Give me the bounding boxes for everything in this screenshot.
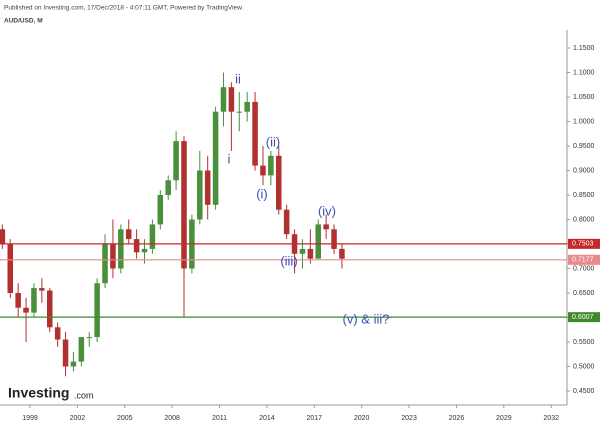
y-tick-label: 1.0000	[573, 118, 595, 125]
y-tick-label: 0.7000	[573, 265, 595, 272]
level-label: 0.7503	[572, 241, 594, 248]
candle-body	[275, 155, 282, 210]
candle-body	[173, 141, 179, 181]
x-tick-label: 2014	[259, 415, 275, 422]
candle-body	[228, 87, 235, 112]
candle-body	[15, 293, 21, 308]
candle-body	[0, 229, 6, 244]
x-tick-label: 2002	[70, 415, 86, 422]
wave-label: ii	[235, 71, 241, 86]
candle-body	[102, 244, 108, 284]
candle-body	[236, 111, 243, 113]
x-tick-label: 2032	[543, 415, 559, 422]
candle-body	[299, 248, 306, 254]
wave-label: (i)	[256, 186, 268, 201]
candle-body	[181, 141, 187, 269]
candle-body	[339, 248, 345, 259]
wave-label: (ii)	[266, 134, 280, 149]
candle-body	[307, 248, 314, 259]
candle-body	[78, 337, 85, 362]
x-tick-label: 1999	[22, 415, 38, 422]
level-label: 0.7177	[572, 257, 594, 264]
candle-body	[31, 288, 37, 313]
x-tick-label: 2020	[354, 415, 370, 422]
x-tick-label: 2017	[307, 415, 323, 422]
candle-body	[86, 337, 92, 339]
candle-body	[125, 229, 132, 240]
candle-body	[220, 87, 227, 112]
candle-body	[268, 155, 274, 176]
x-tick-label: 2005	[117, 415, 133, 422]
level-tag	[568, 312, 600, 323]
x-tick-label: 2026	[449, 415, 465, 422]
level-label: 0.6007	[572, 314, 594, 321]
y-tick-label: 0.5000	[573, 363, 595, 370]
candle-body	[141, 248, 148, 253]
level-tag	[568, 238, 600, 249]
y-tick-label: 0.8500	[573, 192, 595, 199]
y-tick-label: 0.4500	[573, 388, 595, 395]
symbol: AUD/USD, M	[4, 18, 43, 25]
level-tag	[568, 254, 600, 265]
candle-body	[23, 307, 29, 313]
candle-body	[118, 229, 124, 269]
wave-label: (iv)	[318, 203, 336, 218]
y-tick-label: 0.8000	[573, 216, 595, 223]
y-tick-label: 0.9000	[573, 167, 595, 174]
y-tick-label: 0.9500	[573, 143, 595, 150]
candle-body	[110, 244, 116, 269]
candle-body	[39, 288, 45, 291]
candle-body	[62, 339, 69, 367]
x-tick-label: 2008	[164, 415, 180, 422]
x-tick-label: 2029	[496, 415, 512, 422]
wave-label: i	[228, 151, 231, 166]
y-tick-label: 0.5500	[573, 339, 595, 346]
candle-body	[157, 195, 164, 225]
candle-body	[244, 101, 250, 112]
candle-body	[46, 290, 53, 328]
y-tick-label: 1.0500	[573, 94, 595, 101]
candle-body	[204, 170, 211, 205]
y-tick-label: 0.6500	[573, 290, 595, 297]
wave-label: (iii)	[280, 253, 297, 268]
brand-suffix: .com	[74, 390, 94, 400]
candle-body	[94, 283, 100, 338]
candle-body	[252, 101, 258, 166]
candle-body	[283, 209, 290, 235]
candle-body	[315, 224, 322, 259]
published-note: Published on Investing.com, 17/Dec/2018 …	[4, 5, 244, 12]
x-tick-label: 2011	[212, 415, 227, 422]
candle-body	[323, 224, 329, 230]
x-tick-label: 2023	[401, 415, 417, 422]
candle-body	[149, 224, 156, 249]
candle-body	[165, 180, 171, 195]
candle-body	[70, 361, 77, 367]
candle-body	[133, 239, 140, 253]
candle-body	[212, 111, 219, 205]
candle-body	[7, 244, 14, 293]
candle-body	[197, 170, 203, 220]
candle-body	[54, 327, 61, 340]
y-tick-label: 1.1000	[573, 69, 595, 76]
wave-label: (v) & iii?	[343, 311, 390, 326]
candle-body	[331, 229, 337, 249]
brand: Investing .com	[8, 385, 94, 401]
y-tick-label: 1.1500	[573, 45, 595, 52]
candle-body	[260, 165, 266, 176]
brand-name: Investing	[8, 385, 69, 401]
